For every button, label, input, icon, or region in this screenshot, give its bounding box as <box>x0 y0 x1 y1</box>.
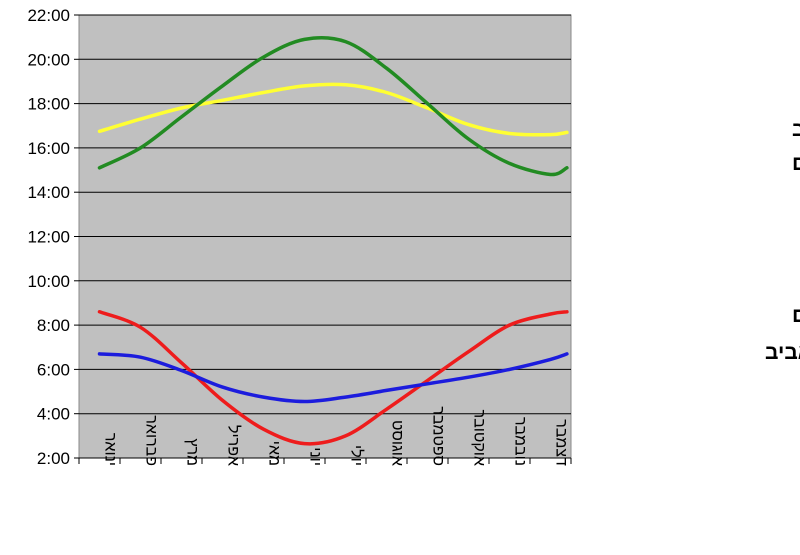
x-axis-ticks: ינואר פברואר מרץ אפריל מאי יוני יולי אוגוסט ספטמ… <box>78 406 572 466</box>
y-tick-label: 6:00 <box>37 360 70 379</box>
y-tick-label: 20:00 <box>27 50 70 69</box>
series-lines <box>97 35 569 446</box>
y-tick-label: 8:00 <box>37 316 70 335</box>
x-tick-label: אפריל <box>225 425 243 466</box>
x-tick-label: פברואר <box>143 415 160 466</box>
series-label-sunset-stockholm: שקיעה בשטוקהולם <box>792 152 800 175</box>
x-tick-label: יוני <box>307 447 324 466</box>
series-line-1 <box>97 35 569 177</box>
series-line-0 <box>97 82 569 137</box>
x-tick-label: דצמבר <box>553 419 570 466</box>
x-tick-label: ינואר <box>102 433 119 466</box>
y-axis-ticks: 2:00 4:00 6:00 8:00 10:00 12:00 14:00 16:00 18:0… <box>27 6 79 468</box>
y-tick-label: 22:00 <box>27 6 70 25</box>
series-line-3 <box>97 352 569 404</box>
series-label-sunrise-telaviv: זריחה בתל-אביב <box>765 341 800 364</box>
y-tick-label: 14:00 <box>27 183 70 202</box>
y-tick-label: 10:00 <box>27 272 70 291</box>
x-tick-label: אוגוסט <box>389 420 406 466</box>
x-tick-label: נובמבר <box>512 417 529 466</box>
x-tick-label: אוקטובר <box>471 410 488 466</box>
x-tick-label: מאי <box>266 441 283 466</box>
series-label-sunset-telaviv: שקיעה בתל-אביב <box>792 118 800 141</box>
x-tick-label: יולי <box>348 445 366 466</box>
y-tick-label: 16:00 <box>27 139 70 158</box>
y-tick-label: 2:00 <box>37 449 70 468</box>
y-tick-label: 18:00 <box>27 95 70 114</box>
y-tick-label: 12:00 <box>27 228 70 247</box>
series-label-sunrise-stockholm: זריחה בשטוקהולם <box>792 304 800 327</box>
series-line-2 <box>97 310 569 446</box>
x-tick-label: ספטמבר <box>430 406 447 466</box>
x-tick-label: מרץ <box>184 438 201 466</box>
y-tick-label: 4:00 <box>37 405 70 424</box>
